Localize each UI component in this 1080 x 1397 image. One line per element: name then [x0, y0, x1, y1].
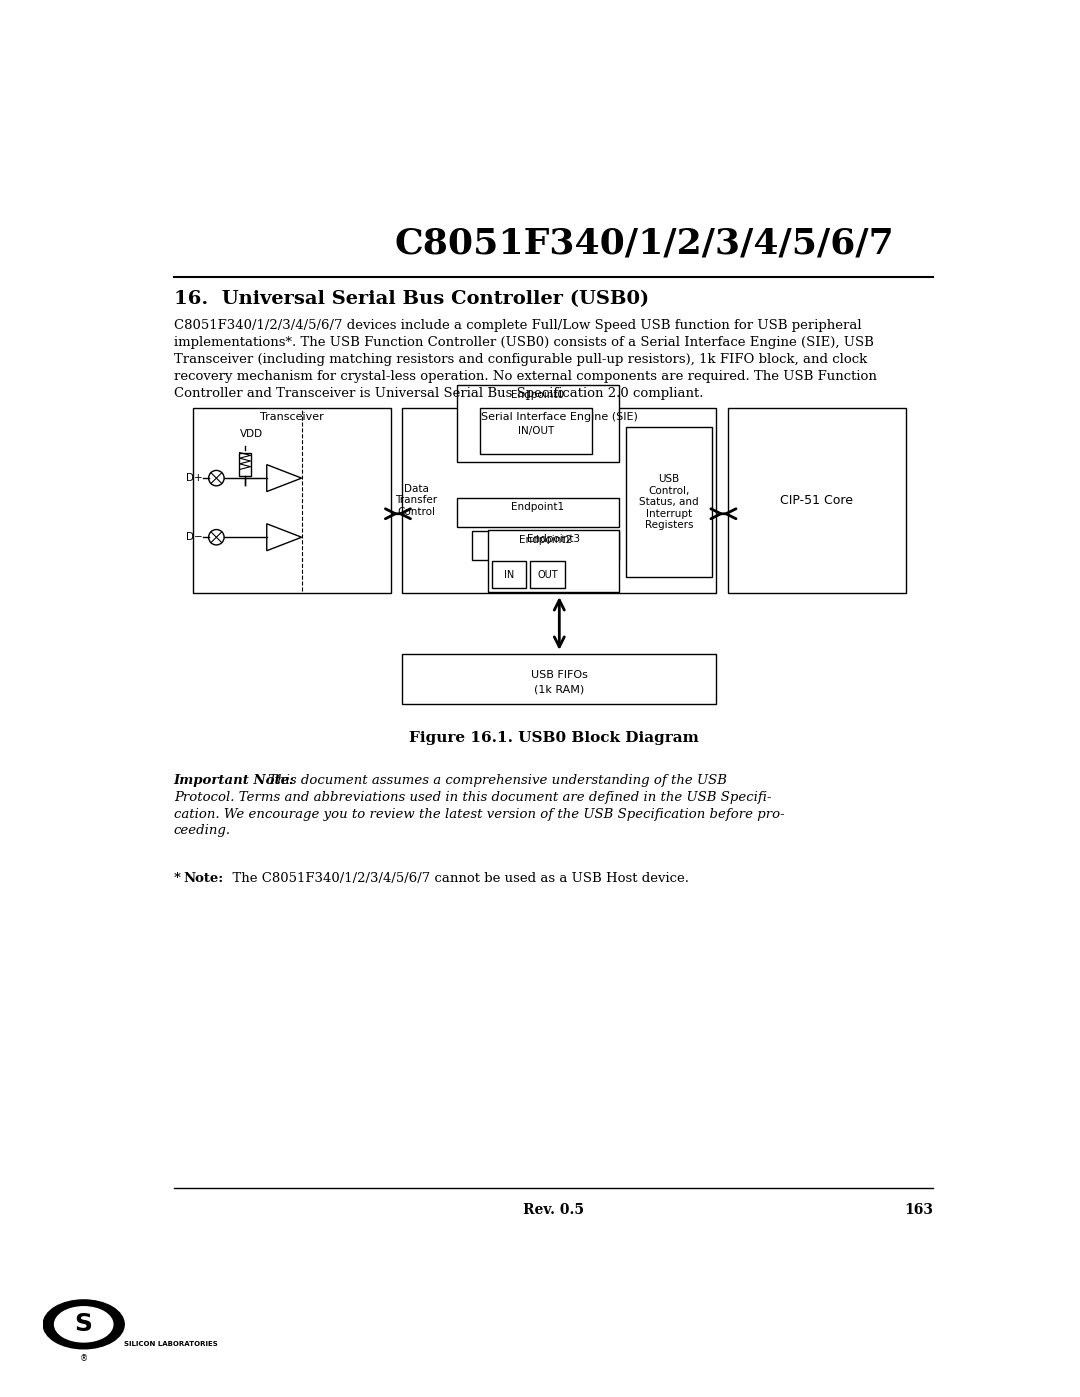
Text: implementations*. The USB Function Controller (USB0) consists of a Serial Interf: implementations*. The USB Function Contr… — [174, 337, 874, 349]
Bar — [488, 531, 619, 592]
Bar — [530, 562, 565, 588]
Bar — [457, 497, 619, 527]
Bar — [625, 427, 713, 577]
Text: The C8051F340/1/2/3/4/5/6/7 cannot be used as a USB Host device.: The C8051F340/1/2/3/4/5/6/7 cannot be us… — [225, 872, 689, 886]
Text: Transceiver (including matching resistors and configurable pull-up resistors), 1: Transceiver (including matching resistor… — [174, 353, 867, 366]
Text: Endpoint1: Endpoint1 — [512, 502, 565, 511]
Text: OUT: OUT — [538, 570, 558, 580]
Bar — [239, 453, 252, 475]
Text: Protocol. Terms and abbreviations used in this document are defined in the USB S: Protocol. Terms and abbreviations used i… — [174, 791, 771, 803]
FancyBboxPatch shape — [403, 408, 716, 592]
Text: Figure 16.1. USB0 Block Diagram: Figure 16.1. USB0 Block Diagram — [408, 731, 699, 745]
Text: *: * — [174, 872, 180, 886]
Text: Endpoint0: Endpoint0 — [512, 390, 565, 400]
Text: Data
Transfer
Control: Data Transfer Control — [395, 483, 437, 517]
Circle shape — [208, 529, 225, 545]
Polygon shape — [267, 524, 301, 550]
Text: recovery mechanism for crystal-less operation. No external components are requir: recovery mechanism for crystal-less oper… — [174, 370, 877, 383]
Circle shape — [55, 1306, 113, 1343]
Polygon shape — [267, 465, 301, 492]
Text: This document assumes a comprehensive understanding of the USB: This document assumes a comprehensive un… — [265, 774, 728, 787]
Text: C8051F340/1/2/3/4/5/6/7 devices include a complete Full/Low Speed USB function f: C8051F340/1/2/3/4/5/6/7 devices include … — [174, 320, 862, 332]
Text: ®: ® — [80, 1354, 87, 1363]
Text: C8051F340/1/2/3/4/5/6/7: C8051F340/1/2/3/4/5/6/7 — [395, 226, 894, 261]
Text: Note:: Note: — [183, 872, 224, 886]
Text: D+: D+ — [186, 474, 202, 483]
Text: (1k RAM): (1k RAM) — [535, 685, 584, 694]
Text: D−: D− — [186, 532, 202, 542]
Text: USB FIFOs: USB FIFOs — [531, 671, 588, 680]
Text: Important Note:: Important Note: — [174, 774, 295, 787]
Bar — [728, 408, 906, 592]
Text: Rev. 0.5: Rev. 0.5 — [523, 1203, 584, 1217]
Text: 16.  Universal Serial Bus Controller (USB0): 16. Universal Serial Bus Controller (USB… — [174, 291, 649, 309]
Text: cation. We encourage you to review the latest version of the USB Specification b: cation. We encourage you to review the l… — [174, 807, 784, 820]
Text: CIP-51 Core: CIP-51 Core — [781, 493, 853, 507]
Bar — [457, 384, 619, 462]
Text: VDD: VDD — [240, 429, 262, 439]
Text: Transceiver: Transceiver — [260, 412, 324, 422]
Text: SILICON LABORATORIES: SILICON LABORATORIES — [124, 1341, 218, 1347]
Bar — [472, 531, 619, 560]
Text: 163: 163 — [904, 1203, 933, 1217]
Text: IN/OUT: IN/OUT — [518, 426, 554, 436]
Circle shape — [208, 471, 225, 486]
Text: Endpoint3: Endpoint3 — [527, 534, 580, 545]
Text: S: S — [75, 1312, 93, 1337]
Circle shape — [43, 1299, 124, 1350]
Text: ceeding.: ceeding. — [174, 824, 231, 837]
Text: Endpoint2: Endpoint2 — [519, 535, 572, 545]
Text: Controller and Transceiver is Universal Serial Bus Specification 2.0 compliant.: Controller and Transceiver is Universal … — [174, 387, 703, 400]
Text: Serial Interface Engine (SIE): Serial Interface Engine (SIE) — [481, 412, 638, 422]
Text: IN: IN — [503, 570, 514, 580]
Bar — [403, 654, 716, 704]
Bar — [480, 408, 592, 454]
Bar — [491, 562, 526, 588]
Text: USB
Control,
Status, and
Interrupt
Registers: USB Control, Status, and Interrupt Regis… — [639, 474, 699, 531]
FancyBboxPatch shape — [193, 408, 391, 592]
